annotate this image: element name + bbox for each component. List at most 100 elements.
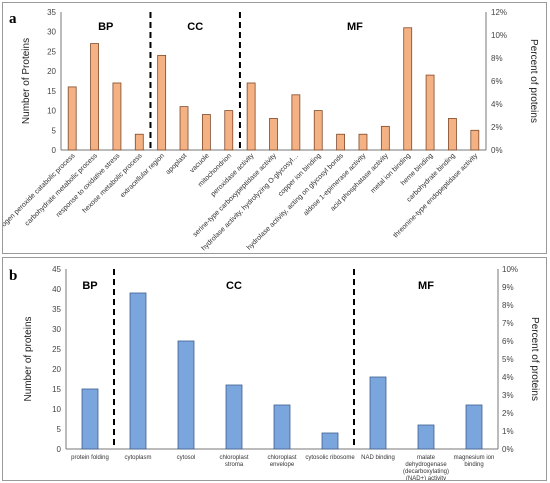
bar <box>179 106 189 151</box>
section-label: MF <box>418 280 434 292</box>
bar <box>369 376 387 450</box>
bar <box>403 27 413 151</box>
bar <box>225 384 243 450</box>
x-tick-label: apoplast <box>165 152 189 176</box>
y-tick-label: 35 <box>47 8 56 17</box>
y-right-tick-label: 10% <box>502 265 518 274</box>
bar <box>201 114 211 151</box>
x-tick-label: threonine-type endopeptidase activity <box>392 152 479 239</box>
bar <box>313 110 323 151</box>
x-tick-label: vacuole <box>189 152 211 174</box>
section-label: BP <box>82 280 97 292</box>
y-tick-label: 20 <box>47 67 56 76</box>
bar <box>157 54 167 151</box>
chart-b-svg: b 0 5 10 15 20 25 30 35 40 45 0% 1% 2% 3% 4% 5% 6% 7% 8% 9% 1… <box>9 265 540 480</box>
y-right-tick-label: 6% <box>502 337 514 346</box>
y-tick-label: 45 <box>52 265 61 274</box>
x-tick-label: cytosolic ribosome <box>305 455 355 461</box>
x-tick-label: hydrogen peroxide catabolic process <box>3 152 77 238</box>
y-right-tick-label: 2% <box>491 123 503 132</box>
bar <box>81 388 99 450</box>
y-tick-label: 5 <box>57 425 62 434</box>
chart-a-svg: a 0 5 10 15 20 25 30 35 0% 2% 4% 6% 8% 10% 12% Number of… <box>3 8 539 252</box>
x-tick-label: NAD binding <box>361 455 395 461</box>
bar <box>358 133 368 151</box>
y-right-axis-title: Percent of proteins <box>528 39 539 123</box>
x-tick-label: (decarboxylating) <box>403 469 449 475</box>
bar <box>90 43 99 151</box>
section-label: CC <box>226 280 242 292</box>
bar <box>470 129 480 151</box>
x-tick-label: chloroplast <box>267 455 296 461</box>
x-tick-label: chloroplast <box>219 455 248 461</box>
y-right-tick-label: 6% <box>491 77 503 86</box>
x-tick-label: protein folding <box>71 455 109 461</box>
x-tick-label: magnesium ion <box>454 455 495 461</box>
y-right-tick-label: 0% <box>491 146 503 155</box>
y-right-tick-label: 4% <box>502 373 514 382</box>
y-right-tick-label: 7% <box>502 319 514 328</box>
y-right-tick-label: 9% <box>502 283 514 292</box>
bar <box>336 133 346 151</box>
y-right-tick-label: 12% <box>491 8 507 17</box>
y-tick-label: 25 <box>47 47 56 56</box>
y-right-tick-label: 8% <box>502 301 514 310</box>
bar <box>425 74 435 151</box>
section-label: BP <box>98 21 113 33</box>
bar <box>417 424 435 450</box>
y-right-tick-label: 2% <box>502 409 514 418</box>
y-tick-label: 10 <box>52 405 61 414</box>
y-tick-label: 40 <box>52 285 61 294</box>
x-tick-label: serine-type carboxypeptidase activity <box>192 152 278 238</box>
y-axis-title: Number of proteins <box>23 316 34 401</box>
y-tick-label: 25 <box>52 345 61 354</box>
x-tick-label: binding <box>464 462 483 468</box>
y-right-tick-label: 4% <box>491 100 503 109</box>
section-label: MF <box>347 21 363 33</box>
section-label: CC <box>187 21 203 33</box>
y-tick-label: 0 <box>52 146 57 155</box>
bar <box>246 82 256 151</box>
x-tick-label: (NAD+) activity <box>406 476 446 480</box>
y-tick-label: 35 <box>52 305 61 314</box>
x-tick-label: envelope <box>270 462 295 468</box>
x-tick-label: stroma <box>225 462 244 468</box>
bar <box>321 432 339 450</box>
x-tick-label: copper ion binding <box>277 152 322 197</box>
y-right-tick-label: 10% <box>491 31 507 40</box>
x-tick-label: extracellular region <box>119 152 166 199</box>
y-right-axis-title: Percent of proteins <box>529 317 540 401</box>
y-right-tick-label: 1% <box>502 427 514 436</box>
x-tick-label: malate <box>417 455 436 461</box>
bar <box>224 110 234 151</box>
bar <box>269 118 278 151</box>
y-tick-label: 15 <box>47 87 56 96</box>
y-tick-label: 15 <box>52 385 61 394</box>
y-axis-title: Number of Proteins <box>21 38 32 124</box>
y-right-tick-label: 0% <box>502 445 514 454</box>
y-right-tick-label: 5% <box>502 355 514 364</box>
y-tick-label: 30 <box>47 28 56 37</box>
bar <box>448 118 457 151</box>
y-tick-label: 30 <box>52 325 61 334</box>
panel-label: a <box>9 11 17 27</box>
bar <box>129 292 147 450</box>
x-tick-label: metal ion binding <box>370 152 412 194</box>
x-tick-label: cytoplasm <box>124 455 151 461</box>
bar <box>67 86 77 151</box>
bar <box>112 82 122 151</box>
y-tick-label: 10 <box>47 107 56 116</box>
y-tick-label: 20 <box>52 365 61 374</box>
y-right-tick-label: 8% <box>491 54 503 63</box>
x-tick-label: cytosol <box>177 455 196 461</box>
panel-label: b <box>9 268 17 284</box>
chart-panel-b: b 0 5 10 15 20 25 30 35 40 45 0% 1% 2% 3% 4% 5% 6% 7% 8% 9% 1… <box>2 257 547 481</box>
bar <box>465 404 483 450</box>
bar <box>177 340 195 450</box>
bar <box>134 133 144 151</box>
x-tick-label: dehydrogenase <box>405 462 447 468</box>
y-right-tick-label: 3% <box>502 391 514 400</box>
y-tick-label: 5 <box>52 126 57 135</box>
y-tick-label: 0 <box>57 445 62 454</box>
chart-panel-a: a 0 5 10 15 20 25 30 35 0% 2% 4% 6% 8% 10% 12% Number of… <box>2 2 547 254</box>
